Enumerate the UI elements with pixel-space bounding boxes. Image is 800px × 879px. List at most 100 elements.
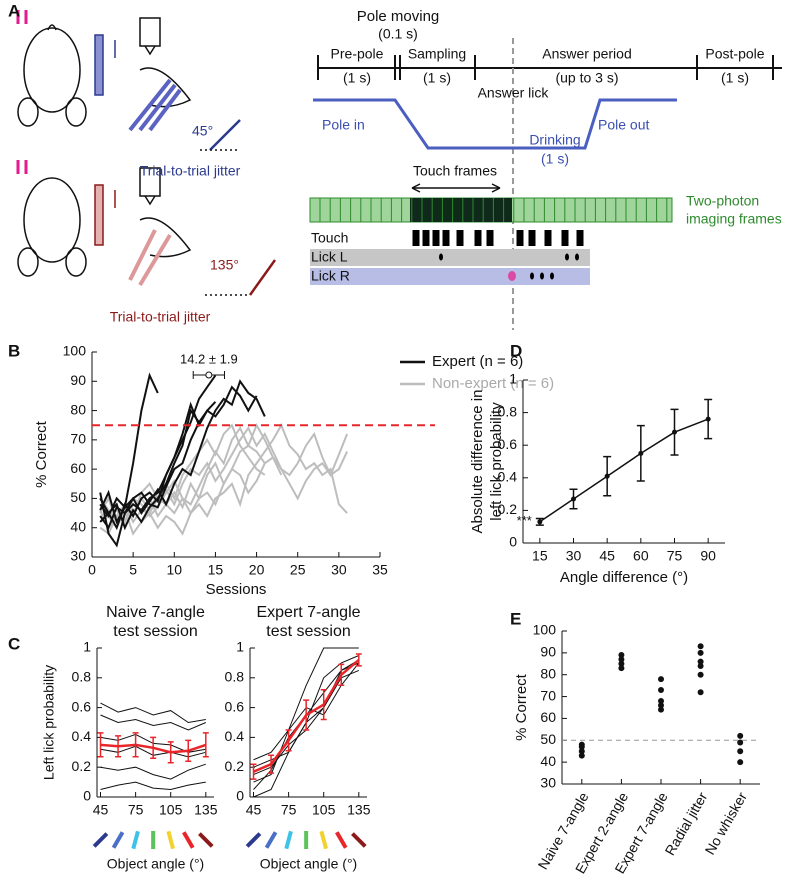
y-axis-label: Absolute difference in	[469, 390, 486, 534]
point	[697, 671, 704, 678]
angle-icon	[335, 831, 348, 849]
period-duration: (1 s)	[343, 70, 371, 86]
period-name: Post-pole	[705, 46, 764, 62]
point	[672, 429, 677, 435]
point	[658, 706, 664, 713]
y-tick-label: 0.8	[498, 403, 518, 419]
x-tick-label: 35	[372, 562, 388, 578]
row-label: Touch	[311, 230, 348, 246]
x-tick-label: 90	[700, 548, 716, 564]
series-line	[99, 379, 266, 525]
panel-label: C	[8, 634, 20, 653]
y-tick-label: 0.4	[498, 469, 518, 485]
error-bar	[355, 653, 362, 667]
diagram-text: Pole moving	[357, 8, 440, 25]
row-label: Lick R	[311, 268, 350, 284]
legend-label: Expert (n = 6)	[432, 353, 523, 370]
error-bar	[132, 732, 139, 758]
x-tick-label: 75	[667, 548, 683, 564]
y-tick-label: 0.6	[225, 698, 245, 714]
chart-title: test session	[266, 623, 350, 640]
panel-label: E	[510, 609, 521, 628]
y-tick-label: 0	[509, 534, 517, 550]
y-axis-label: % Correct	[513, 673, 530, 741]
series-line	[100, 702, 206, 724]
y-tick-label: 1	[83, 639, 91, 655]
y-tick-label: 50	[540, 731, 556, 747]
x-axis-label: Sessions	[206, 581, 267, 598]
y-tick-label: 0.6	[72, 698, 92, 714]
y-tick-label: 70	[70, 431, 86, 447]
x-tick-label: 15	[208, 562, 224, 578]
x-tick-label: 5	[129, 562, 137, 578]
y-tick-label: 0	[236, 788, 244, 804]
series-line	[100, 781, 206, 791]
y-tick-label: 0.2	[225, 758, 245, 774]
series-line	[99, 374, 217, 531]
x-tick-label: 15	[532, 548, 548, 564]
y-tick-label: 40	[70, 518, 86, 534]
diagram-text: (1 s)	[541, 151, 569, 167]
x-tick-label: 135	[347, 802, 371, 818]
point	[697, 643, 704, 650]
diagram-text: Pole in	[322, 117, 365, 133]
error-bar	[320, 688, 327, 721]
error-bar	[202, 732, 209, 758]
x-axis-label: Object angle (°)	[107, 856, 204, 872]
period-name: Answer period	[542, 46, 632, 62]
series-line	[539, 418, 709, 523]
x-tick-label: 75	[281, 802, 297, 818]
point	[697, 689, 704, 696]
angle-label: 135°	[210, 257, 239, 273]
point	[618, 665, 625, 672]
y-tick-label: 70	[540, 687, 556, 703]
series-line	[99, 433, 349, 525]
angle-icon	[92, 832, 109, 848]
series-line	[100, 714, 206, 731]
point	[658, 687, 664, 694]
period-duration: (1 s)	[721, 70, 749, 86]
point	[618, 652, 625, 659]
x-tick-label: 0	[88, 562, 96, 578]
error-bar	[97, 732, 104, 758]
period-duration: (up to 3 s)	[555, 70, 618, 86]
y-axis-label: % Correct	[33, 420, 50, 488]
x-tick-label: 20	[249, 562, 265, 578]
error-bar	[285, 729, 292, 752]
chart-title: test session	[113, 623, 197, 640]
error-bar	[268, 754, 275, 774]
y-tick-label: 90	[70, 372, 86, 388]
point	[658, 676, 664, 683]
point	[537, 519, 543, 525]
y-tick-label: 40	[540, 753, 556, 769]
angle-icon	[198, 832, 214, 848]
point	[618, 660, 625, 667]
series-line	[253, 647, 359, 783]
x-axis-label: Angle difference (°)	[560, 569, 688, 586]
y-tick-label: 50	[70, 489, 86, 505]
y-tick-label: 0.8	[225, 669, 245, 685]
diagram-text: (0.1 s)	[378, 26, 418, 42]
x-tick-label: 105	[312, 802, 336, 818]
x-tick-label: 75	[128, 802, 144, 818]
point	[705, 416, 711, 422]
diagram-text: Answer lick	[478, 85, 550, 101]
error-bar	[167, 741, 174, 764]
point	[737, 748, 744, 755]
diagram-text: Two-photon	[686, 193, 759, 209]
y-tick-label: 80	[70, 401, 86, 417]
legend-label: Non-expert (n = 6)	[432, 375, 554, 392]
y-tick-label: 30	[70, 548, 86, 564]
point	[737, 739, 744, 746]
error-bar	[303, 699, 310, 731]
y-tick-label: 1	[509, 371, 517, 387]
error-bar	[115, 735, 122, 758]
panel-label: D	[510, 341, 522, 360]
x-tick-label: 45	[599, 548, 615, 564]
y-tick-label: 100	[533, 622, 557, 638]
point	[578, 752, 585, 759]
angle-icon	[111, 831, 125, 849]
diagram-text: Drinking	[529, 132, 580, 148]
angle-icon	[245, 832, 262, 848]
